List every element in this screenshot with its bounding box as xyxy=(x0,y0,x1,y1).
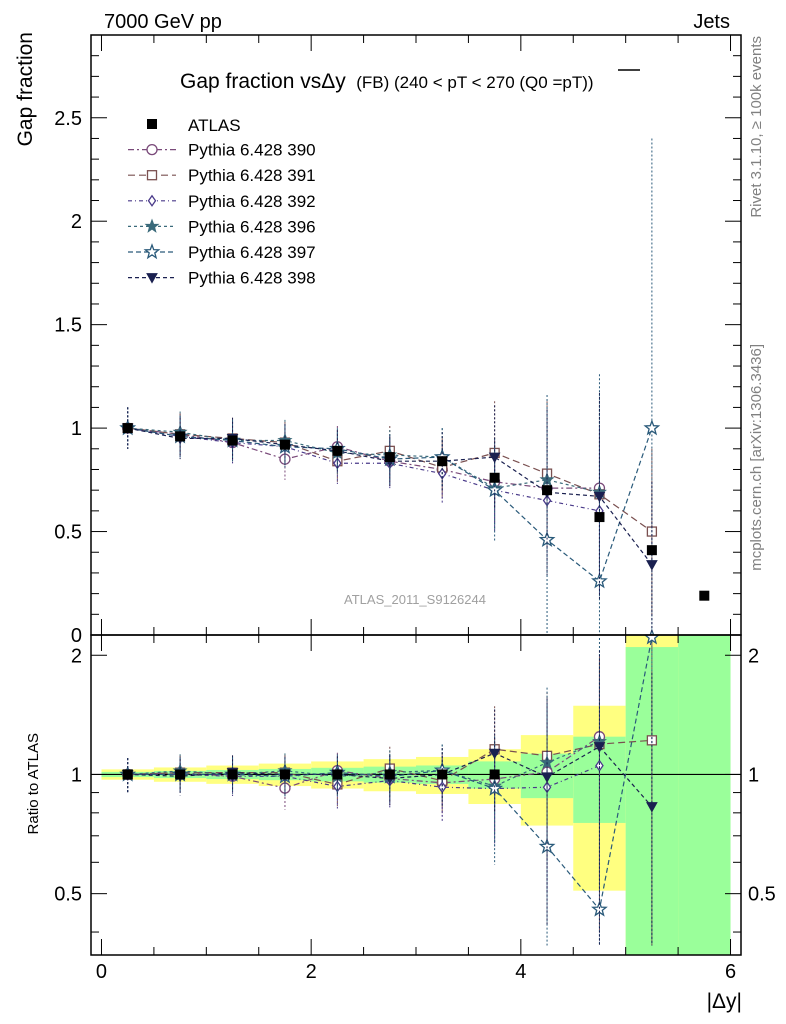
legend-label: Pythia 6.428 392 xyxy=(188,192,316,211)
legend-label: Pythia 6.428 390 xyxy=(188,141,316,160)
marker-data xyxy=(646,545,657,556)
series-lines xyxy=(119,138,710,946)
legend: ATLAS Pythia 6.428 390 Pythia 6.428 391 Pyt… xyxy=(128,116,316,288)
analysis-label: ATLAS_2011_S9126244 xyxy=(344,592,486,607)
header-right: Jets xyxy=(693,11,730,33)
ratio-tick-label: 0.5 xyxy=(54,884,82,906)
marker-data xyxy=(542,485,553,496)
marker-data xyxy=(489,769,500,780)
marker-data xyxy=(699,590,710,601)
series-line-top xyxy=(127,427,600,489)
axis-ticks xyxy=(91,35,741,955)
series-line-ratio xyxy=(127,765,600,790)
marker-triangle xyxy=(146,273,158,284)
ratio-tick-label-right: 1 xyxy=(748,764,759,786)
header-left: 7000 GeV pp xyxy=(104,11,222,33)
marker-data xyxy=(437,769,448,780)
chart-title-sub: (FB) (240 < pT < 270 (Q0 =pT)) xyxy=(356,73,593,92)
band-green-bin xyxy=(678,635,731,955)
marker-data xyxy=(279,769,290,780)
marker-data xyxy=(227,435,238,446)
marker-data xyxy=(437,456,448,467)
marker-data xyxy=(332,445,343,456)
x-tick-label: 2 xyxy=(306,961,317,983)
ratio-tick-label: 2 xyxy=(71,645,82,667)
legend-label: Pythia 6.428 398 xyxy=(188,269,316,288)
y-tick-label: 1.5 xyxy=(54,315,82,337)
y-tick-label: 0.5 xyxy=(54,522,82,544)
ratio-y-axis-label: Ratio to ATLAS xyxy=(25,733,42,834)
chart-title-main: Gap fraction vsΔy xyxy=(180,70,346,93)
marker-triangle xyxy=(593,742,606,753)
marker-triangle xyxy=(646,802,658,813)
y-tick-label: 2.5 xyxy=(54,108,82,130)
legend-label: Pythia 6.428 397 xyxy=(188,243,316,262)
marker-data xyxy=(175,431,186,442)
series-line-top xyxy=(127,427,600,512)
marker-data xyxy=(122,423,133,434)
x-axis-label: |Δy| xyxy=(707,990,742,1013)
ratio-tick-label-right: 2 xyxy=(748,645,759,667)
legend-label-data: ATLAS xyxy=(188,116,241,135)
marker-star-filled xyxy=(144,218,160,233)
ratio-tick-label-right: 0.5 xyxy=(748,884,776,906)
marker-star-open xyxy=(591,572,608,589)
marker-star-open xyxy=(143,243,161,260)
marker-square xyxy=(646,735,658,746)
marker-data xyxy=(384,452,395,463)
text-layer: 7000 GeV pp Jets Gap fraction Ratio to A… xyxy=(14,11,776,1013)
marker-circle xyxy=(146,143,158,156)
rivet-label: Rivet 3.1.10, ≥ 100k events xyxy=(748,36,765,218)
series-line-ratio xyxy=(127,637,653,911)
marker-triangle xyxy=(646,560,658,571)
y-tick-label: 0 xyxy=(71,625,82,647)
marker-data xyxy=(489,472,500,483)
marker-star-open xyxy=(538,837,556,854)
uncertainty-bands xyxy=(101,635,731,955)
x-tick-label: 6 xyxy=(725,961,736,983)
x-tick-label: 4 xyxy=(515,961,526,983)
marker-triangle xyxy=(488,748,501,760)
marker-triangle xyxy=(541,772,553,783)
marker-data xyxy=(175,769,186,780)
marker-star-open xyxy=(643,419,661,436)
marker-diamond xyxy=(147,194,157,207)
legend-label: Pythia 6.428 391 xyxy=(188,166,316,185)
marker-data xyxy=(594,512,605,523)
marker-data xyxy=(122,769,133,780)
marker-square xyxy=(146,170,158,181)
y-axis-label: Gap fraction xyxy=(14,32,37,146)
series-line-top xyxy=(127,427,653,566)
legend-label: Pythia 6.428 396 xyxy=(188,217,316,236)
marker-data xyxy=(332,769,343,780)
mcplots-label: mcplots.cern.ch [arXiv:1306.3436] xyxy=(748,344,765,571)
ratio-tick-label: 1 xyxy=(71,764,82,786)
x-tick-label: 0 xyxy=(96,961,107,983)
marker-data xyxy=(147,119,157,129)
marker-triangle xyxy=(488,452,501,464)
y-tick-label: 1 xyxy=(71,418,82,440)
marker-data xyxy=(279,439,290,450)
marker-data xyxy=(227,769,238,780)
series-line-top xyxy=(127,427,600,493)
marker-triangle xyxy=(593,491,606,503)
marker-star-open xyxy=(486,779,504,796)
chart-title: Gap fraction vsΔy (FB) (240 < pT < 270 (… xyxy=(180,70,594,93)
y-tick-label: 2 xyxy=(71,211,82,233)
marker-data xyxy=(384,769,395,780)
